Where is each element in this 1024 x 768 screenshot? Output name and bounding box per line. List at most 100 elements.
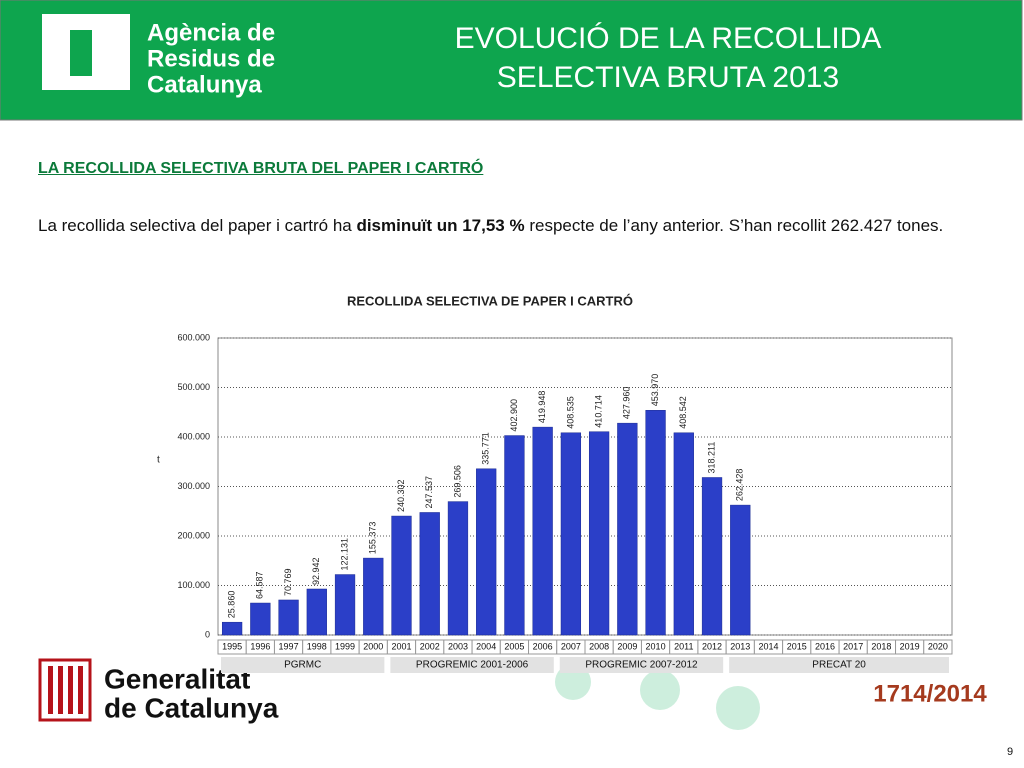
x-tick-label: 2013 — [730, 641, 750, 651]
bar — [645, 410, 666, 636]
value-label: 240.302 — [396, 480, 406, 513]
bar — [250, 602, 271, 636]
x-tick-label: 1999 — [335, 641, 355, 651]
value-label: 318.211 — [706, 442, 716, 474]
x-tick-label: 2012 — [702, 641, 722, 651]
bar — [221, 621, 243, 636]
bar — [560, 432, 582, 636]
x-tick-label: 2016 — [815, 641, 835, 651]
generalitat-logo — [38, 658, 92, 722]
bar — [278, 599, 299, 636]
header-band — [0, 0, 1023, 121]
value-label: 92.942 — [311, 557, 321, 585]
program-label: PGRMC — [284, 660, 321, 671]
value-label: 122.131 — [339, 538, 349, 571]
x-tick-label: 2020 — [928, 641, 948, 651]
x-tick-label: 1997 — [279, 641, 299, 651]
paragraph: La recollida selectiva del paper i cartr… — [38, 213, 983, 238]
agency-name: Catalunya — [147, 71, 262, 98]
bar — [419, 512, 440, 636]
bar — [701, 477, 723, 636]
y-tick-label: 400.000 — [177, 431, 210, 441]
x-tick-label: 2014 — [758, 641, 778, 651]
y-tick-label: 200.000 — [177, 530, 210, 540]
x-tick-label: 2019 — [900, 641, 920, 651]
y-tick-label: 300.000 — [177, 481, 210, 491]
x-tick-label: 2010 — [646, 641, 666, 651]
bar — [673, 432, 694, 636]
x-tick-label: 2003 — [448, 641, 468, 651]
program-band — [221, 657, 385, 673]
deco-circle — [716, 686, 760, 730]
logo-shape — [70, 30, 92, 76]
bar — [730, 504, 751, 636]
slide-title: EVOLUCIÓ DE LA RECOLLIDA — [455, 22, 882, 55]
value-label: 70.769 — [283, 568, 293, 596]
deco-circle — [640, 670, 680, 710]
y-axis-label: t — [157, 455, 160, 466]
value-label: 64.587 — [255, 571, 265, 599]
x-tick-label: 2008 — [589, 641, 609, 651]
program-band — [559, 657, 724, 673]
x-tick-label: 1998 — [307, 641, 327, 651]
value-label: 269.506 — [452, 465, 462, 498]
bar — [391, 515, 412, 636]
program-band — [729, 657, 949, 673]
bar — [306, 588, 327, 636]
value-label: 410.714 — [593, 395, 603, 428]
x-tick-label: 2000 — [363, 641, 383, 651]
bar — [504, 435, 525, 636]
x-tick-label: 2018 — [871, 641, 891, 651]
page-number: 9 — [1007, 746, 1013, 758]
bar — [447, 501, 469, 636]
x-tick-label: 2002 — [420, 641, 440, 651]
generalitat: de Catalunya — [104, 692, 279, 723]
x-tick-label: 2001 — [391, 641, 411, 651]
x-tick-label: 2005 — [504, 641, 524, 651]
x-tick-label: 1996 — [250, 641, 270, 651]
program-band — [390, 657, 554, 673]
y-tick-label: 100.000 — [177, 580, 210, 590]
value-label: 262.428 — [735, 469, 745, 502]
value-label: 408.535 — [565, 396, 575, 429]
value-label: 402.900 — [509, 399, 519, 432]
value-label: 408.542 — [678, 396, 688, 429]
x-tick-label: 2007 — [561, 641, 581, 651]
value-label: 335.771 — [481, 432, 491, 465]
bar — [363, 557, 384, 636]
program-label: PRECAT 20 — [812, 660, 866, 671]
value-label: 453.970 — [650, 374, 660, 407]
program-label: PROGREMIC 2001-2006 — [416, 660, 529, 671]
x-tick-label: 2006 — [533, 641, 553, 651]
value-label: 419.948 — [537, 391, 547, 424]
x-tick-label: 2004 — [476, 641, 496, 651]
chart-title: RECOLLIDA SELECTIVA DE PAPER I CARTRÓ — [347, 293, 633, 308]
text: respecte de l’any anterior. S’han recoll… — [524, 216, 944, 235]
section-title: LA RECOLLIDA SELECTIVA BRUTA DEL PAPER I… — [38, 160, 484, 177]
x-tick-label: 2009 — [617, 641, 637, 651]
bar — [588, 431, 610, 636]
agency-name: Agència de — [147, 19, 275, 46]
x-tick-cell — [923, 639, 953, 655]
value-label: 427.960 — [622, 387, 632, 420]
program-label: PROGREMIC 2007-2012 — [585, 660, 698, 671]
bar — [532, 426, 553, 636]
agency-name: Residus de — [147, 45, 275, 72]
value-label: 25.860 — [226, 591, 236, 619]
slide-title: SELECTIVA BRUTA 2013 — [497, 61, 839, 94]
bar — [617, 422, 638, 636]
x-tick-label: 2011 — [674, 641, 693, 651]
bar — [334, 574, 356, 636]
x-tick-label: 2017 — [843, 641, 863, 651]
value-label: 155.373 — [368, 522, 378, 555]
y-tick-label: 500.000 — [177, 382, 210, 392]
anniversary: 1714/2014 — [873, 680, 987, 707]
x-tick-label: 1995 — [222, 641, 242, 651]
bar — [476, 468, 497, 636]
y-tick-label: 0 — [205, 629, 210, 639]
value-label: 247.537 — [424, 476, 434, 509]
y-tick-label: 600.000 — [177, 332, 210, 342]
text: La recollida selectiva del paper i cartr… — [38, 216, 357, 235]
